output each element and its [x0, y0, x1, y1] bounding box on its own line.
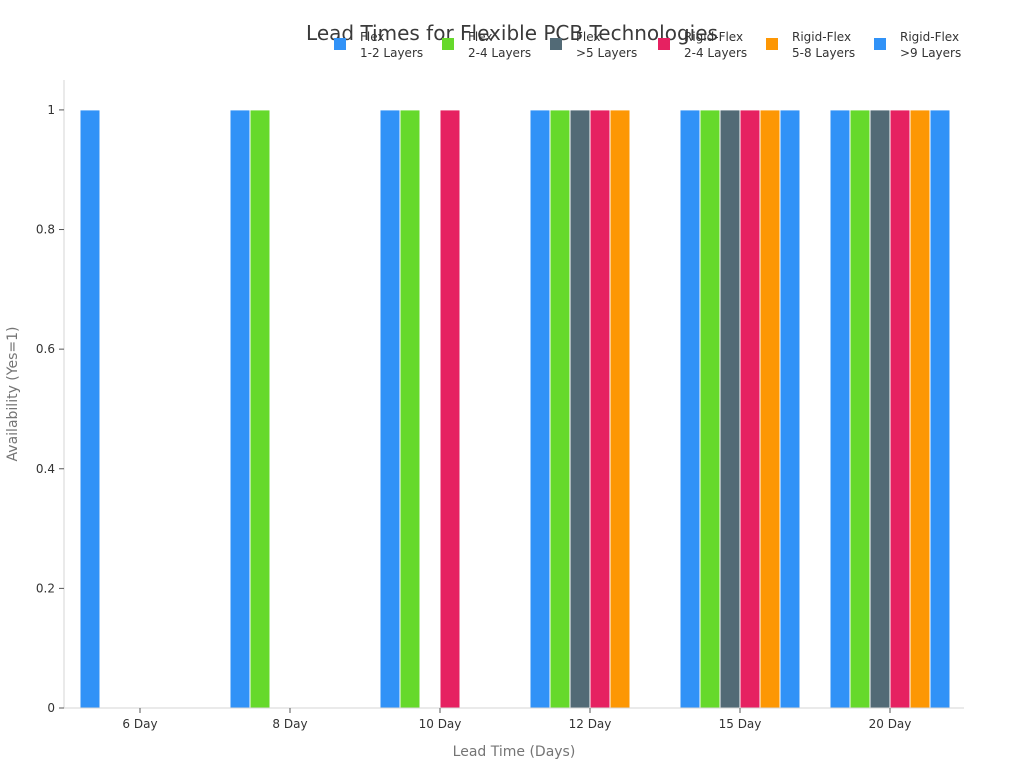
- legend-swatch: [874, 38, 886, 50]
- x-tick-label: 12 Day: [569, 717, 612, 731]
- x-axis-label: Lead Time (Days): [453, 744, 576, 760]
- legend-label: Rigid-Flex 5-8 Layers: [792, 30, 855, 60]
- bar-5-2: [869, 109, 891, 709]
- y-tick-label: 0: [47, 701, 55, 715]
- x-tick-label: 20 Day: [869, 717, 912, 731]
- y-tick-label: 0.2: [36, 581, 55, 595]
- x-tick-label: 15 Day: [719, 717, 762, 731]
- bar-4-1: [699, 109, 721, 709]
- bar-4-5: [779, 109, 801, 709]
- legend-swatch: [442, 38, 454, 50]
- y-tick-label: 0.8: [36, 223, 55, 237]
- y-tick-label: 1: [47, 103, 55, 117]
- legend-label: Rigid-Flex >9 Layers: [900, 30, 961, 60]
- y-tick-label: 0.6: [36, 342, 55, 356]
- x-tick-label: 6 Day: [122, 717, 157, 731]
- bar-4-0: [679, 109, 701, 709]
- y-tick-label: 0.4: [36, 462, 55, 476]
- legend-item-3: Rigid-Flex 2-4 Layers: [658, 30, 747, 60]
- bar-3-4: [609, 109, 631, 709]
- x-tick-label: 8 Day: [272, 717, 307, 731]
- legend-item-4: Rigid-Flex 5-8 Layers: [766, 30, 855, 60]
- bars-layer: [79, 109, 951, 709]
- legend-item-5: Rigid-Flex >9 Layers: [874, 30, 961, 60]
- bar-3-2: [569, 109, 591, 709]
- bar-5-4: [909, 109, 931, 709]
- x-tick-label: 10 Day: [419, 717, 462, 731]
- legend: Flex 1-2 Layers Flex 2-4 Layers Flex >5 Layer…: [334, 30, 961, 60]
- x-ticks: 6 Day 8 Day 10 Day 12 Day 15 Day 20 Day: [122, 708, 911, 731]
- legend-label: Rigid-Flex 2-4 Layers: [684, 30, 747, 60]
- y-ticks: 0 0.2 0.4 0.6 0.8 1: [36, 103, 64, 715]
- bar-5-5: [929, 109, 951, 709]
- chart-title: Lead Times for Flexible PCB Technologies: [306, 21, 718, 45]
- bar-3-1: [549, 109, 571, 709]
- bar-5-3: [889, 109, 911, 709]
- bar-4-3: [739, 109, 761, 709]
- legend-swatch: [658, 38, 670, 50]
- legend-label: Flex 1-2 Layers: [360, 30, 423, 60]
- legend-swatch: [334, 38, 346, 50]
- legend-item-0: Flex 1-2 Layers: [334, 30, 423, 60]
- bar-2-3: [439, 109, 461, 709]
- bar-3-3: [589, 109, 611, 709]
- legend-item-2: Flex >5 Layers: [550, 30, 637, 60]
- bar-2-0: [379, 109, 401, 709]
- bar-0-0: [79, 109, 101, 709]
- y-axis-label: Availability (Yes=1): [5, 327, 21, 462]
- bar-1-1: [249, 109, 271, 709]
- bar-1-0: [229, 109, 251, 709]
- bar-4-4: [759, 109, 781, 709]
- legend-swatch: [550, 38, 562, 50]
- bar-4-2: [719, 109, 741, 709]
- legend-swatch: [766, 38, 778, 50]
- bar-2-1: [399, 109, 421, 709]
- axes-layer: [63, 80, 964, 709]
- bar-5-0: [829, 109, 851, 709]
- legend-label: Flex 2-4 Layers: [468, 30, 531, 60]
- bar-3-0: [529, 109, 551, 709]
- legend-item-1: Flex 2-4 Layers: [442, 30, 531, 60]
- bar-5-1: [849, 109, 871, 709]
- legend-label: Flex >5 Layers: [576, 30, 637, 60]
